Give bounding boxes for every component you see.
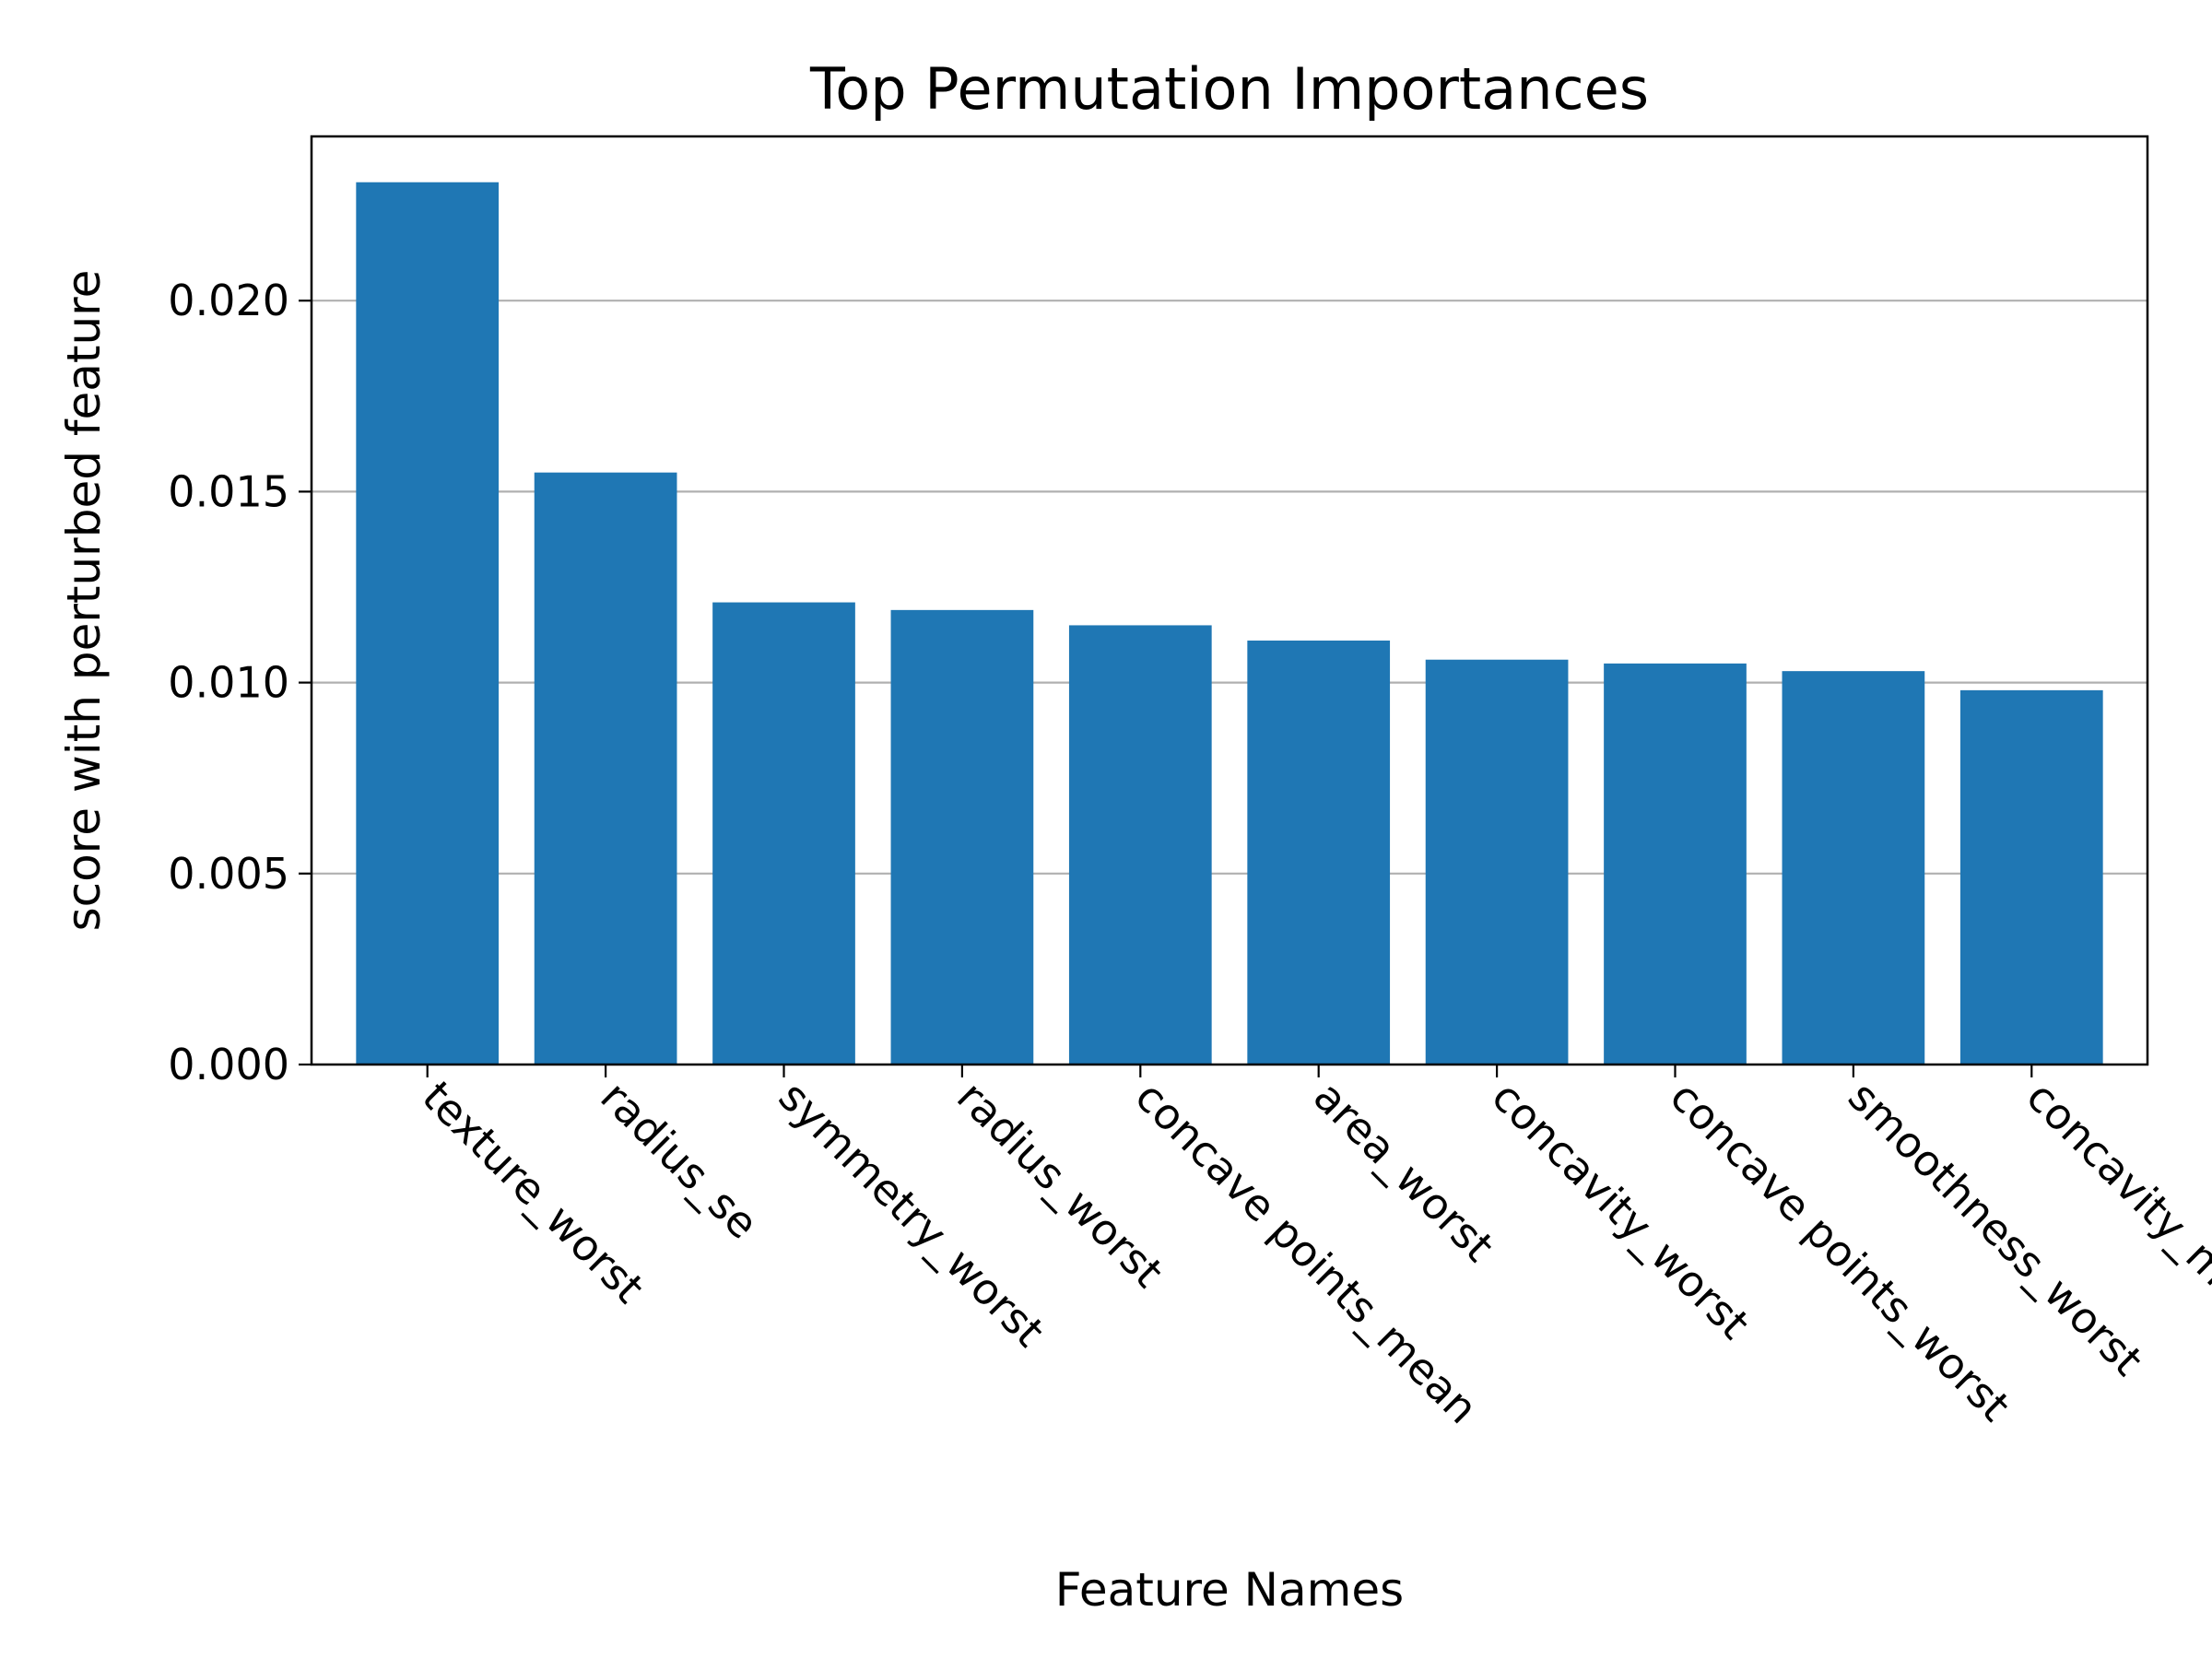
bar-texture-worst — [356, 182, 500, 1065]
bar-concave-points-mean — [1068, 625, 1212, 1065]
x-tick-label: concave points_worst — [1661, 1072, 2020, 1431]
y-axis-ticks: 0.000 0.005 0.010 0.015 0.020 — [168, 276, 312, 1089]
y-tick-label: 0.010 — [168, 658, 289, 708]
y-tick-label: 0.015 — [168, 466, 289, 516]
bar-radius-se — [534, 472, 677, 1065]
bar-symmetry-worst — [712, 602, 855, 1065]
y-axis-label: score with perturbed feature — [57, 270, 111, 932]
plot-frame — [310, 135, 2149, 1066]
x-tick-label: concave points_mean — [1126, 1072, 1488, 1433]
y-tick-label: 0.020 — [168, 276, 289, 325]
bar-concavity-mean — [1959, 689, 2103, 1065]
chart-title: Top Permutation Importances — [809, 55, 1649, 123]
y-tick-label: 0.000 — [168, 1040, 289, 1089]
bars — [356, 182, 2103, 1065]
y-tick-label: 0.005 — [168, 849, 289, 899]
x-tick-label: smoothness_worst — [1839, 1072, 2152, 1385]
x-axis-label: Feature Names — [1055, 1563, 1404, 1617]
bar-concavity-worst — [1425, 659, 1569, 1065]
bar-area-worst — [1247, 641, 1391, 1065]
bar-radius-worst — [890, 609, 1034, 1065]
bar-concave-points-worst — [1604, 663, 1747, 1065]
x-tick-label: radius_se — [591, 1072, 768, 1249]
bar-smoothness-worst — [1782, 671, 1925, 1065]
x-tick-label: area_worst — [1304, 1072, 1504, 1272]
